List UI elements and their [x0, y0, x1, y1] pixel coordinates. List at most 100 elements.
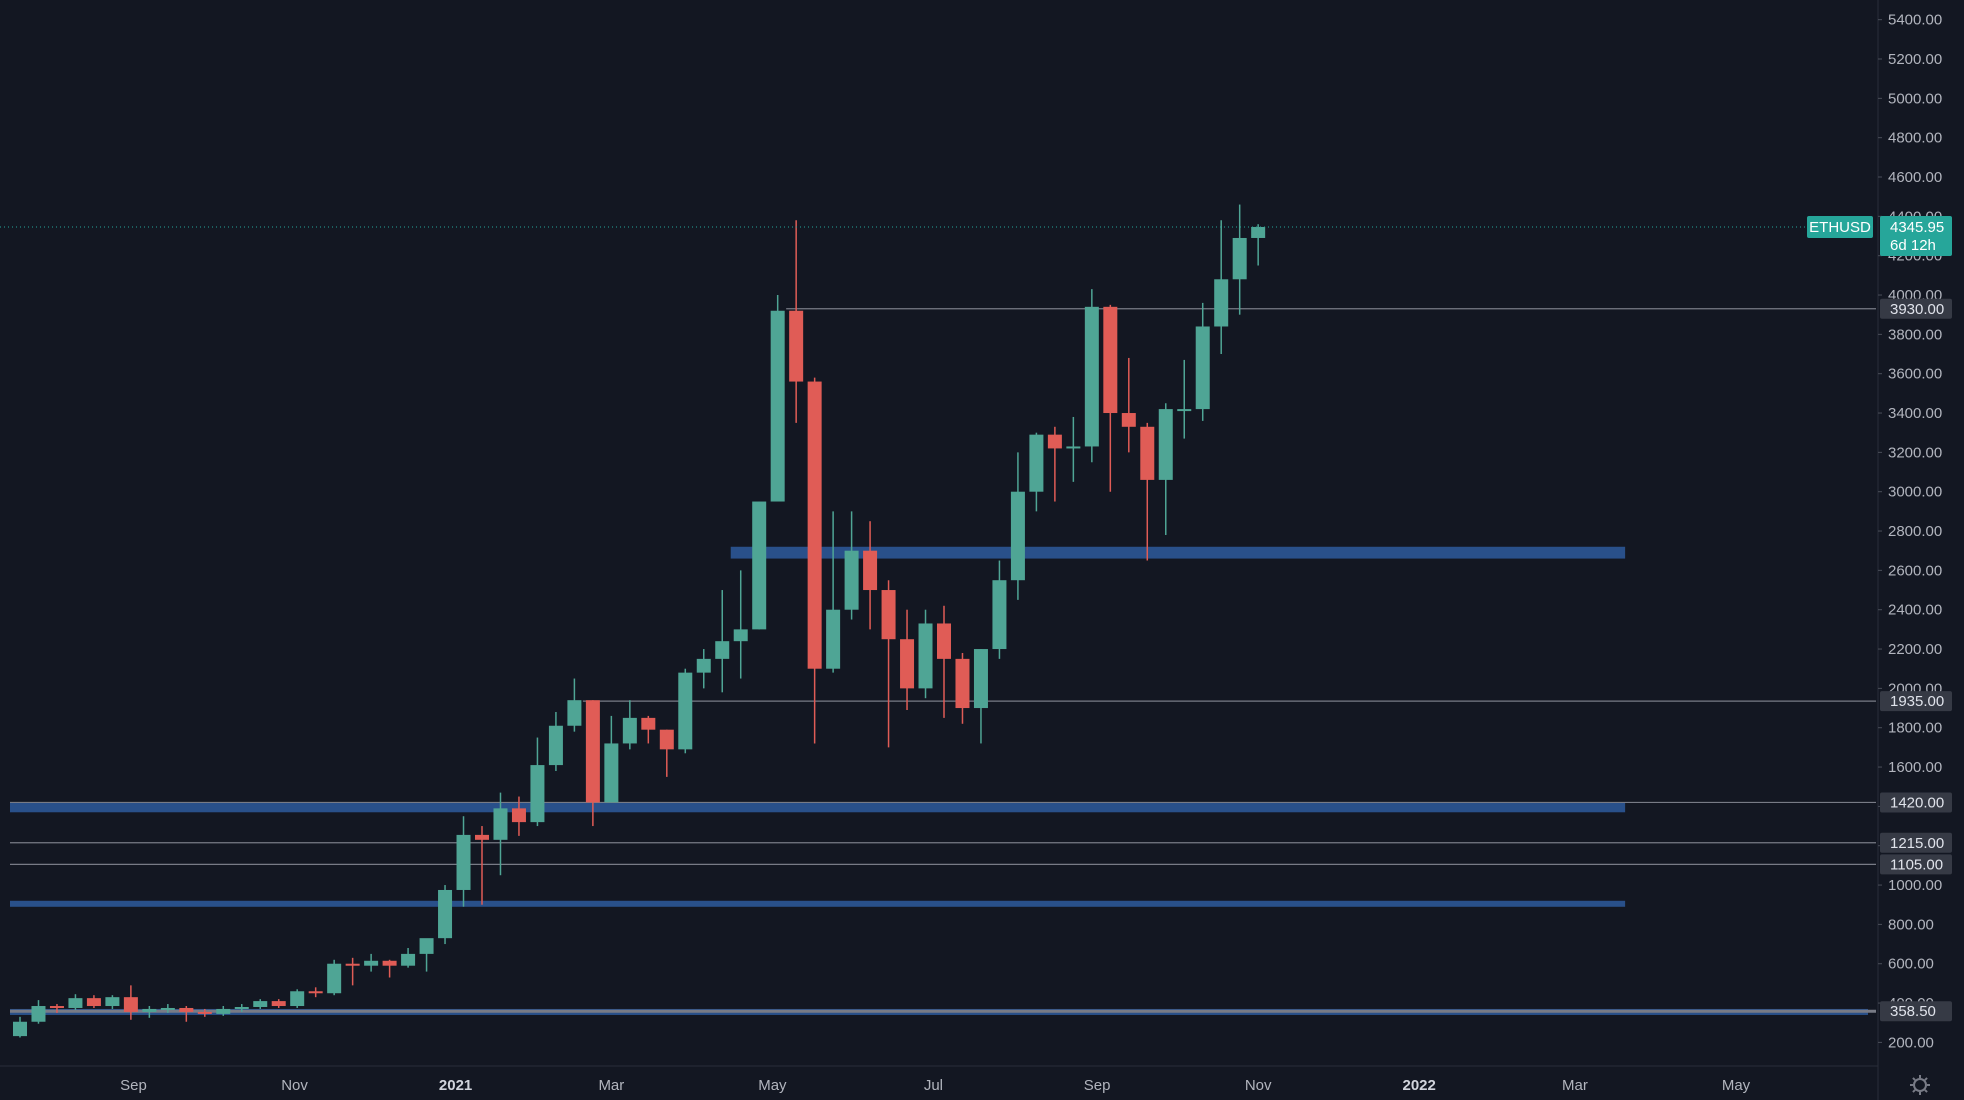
- level-tag-label: 1935.00: [1890, 693, 1944, 710]
- time-tick-label: 2022: [1403, 1077, 1436, 1094]
- candle[interactable]: [992, 560, 1007, 659]
- candle-body: [807, 381, 822, 669]
- candle[interactable]: [456, 816, 471, 907]
- candle[interactable]: [548, 711, 563, 771]
- candle[interactable]: [179, 1006, 194, 1022]
- candle[interactable]: [308, 987, 323, 998]
- candle[interactable]: [641, 715, 656, 744]
- price-tick-label: 3000.00: [1888, 484, 1942, 501]
- candle[interactable]: [1177, 359, 1192, 439]
- candle[interactable]: [826, 511, 841, 673]
- candle[interactable]: [105, 995, 120, 1009]
- candle[interactable]: [844, 511, 859, 620]
- candle[interactable]: [1121, 357, 1136, 453]
- support-zone: [10, 802, 1626, 813]
- candle[interactable]: [1103, 304, 1118, 492]
- candle[interactable]: [419, 938, 434, 972]
- candle-body: [86, 998, 101, 1007]
- candle[interactable]: [752, 501, 767, 630]
- candle[interactable]: [530, 737, 545, 827]
- price-tick-label: 3800.00: [1888, 326, 1942, 343]
- candle[interactable]: [1066, 416, 1081, 482]
- candle[interactable]: [271, 999, 286, 1008]
- candle-body: [1047, 434, 1062, 449]
- candle[interactable]: [973, 649, 988, 744]
- price-tick-label: 2200.00: [1888, 641, 1942, 658]
- candle[interactable]: [715, 590, 730, 693]
- candles[interactable]: [13, 204, 1266, 1038]
- candle[interactable]: [345, 957, 360, 986]
- candle[interactable]: [807, 377, 822, 744]
- candle[interactable]: [1029, 432, 1044, 512]
- candle[interactable]: [364, 953, 379, 972]
- candle-body: [308, 991, 323, 994]
- candle-body: [844, 550, 859, 610]
- candle[interactable]: [253, 999, 268, 1009]
- gear-icon-tooth: [1924, 1089, 1928, 1093]
- candle[interactable]: [123, 985, 138, 1020]
- candle[interactable]: [13, 1016, 27, 1038]
- candle[interactable]: [68, 994, 83, 1010]
- candle[interactable]: [1158, 403, 1173, 535]
- candle[interactable]: [918, 609, 933, 699]
- gear-icon[interactable]: [1910, 1075, 1930, 1095]
- candle[interactable]: [863, 521, 878, 630]
- level-price-tag: 1420.00: [1880, 792, 1952, 813]
- candle[interactable]: [1140, 422, 1155, 561]
- candle[interactable]: [678, 668, 693, 754]
- time-axis[interactable]: Sep Nov 2021 Mar May Jul Sep Nov 2022 Mar May: [0, 1065, 1878, 1094]
- candle[interactable]: [1251, 224, 1266, 266]
- candle[interactable]: [438, 885, 453, 945]
- candle-body: [1251, 226, 1266, 238]
- candle-body: [1121, 413, 1136, 427]
- candle-body: [1103, 306, 1118, 414]
- candle[interactable]: [1084, 289, 1099, 463]
- candle[interactable]: [1010, 452, 1025, 600]
- candle[interactable]: [197, 1008, 212, 1017]
- candle[interactable]: [1047, 426, 1062, 502]
- candle[interactable]: [382, 959, 397, 978]
- level-tag-background: [1880, 1001, 1952, 1022]
- level-tag-label: 358.50: [1890, 1003, 1936, 1020]
- candle[interactable]: [511, 796, 526, 836]
- candle[interactable]: [1232, 204, 1247, 315]
- candle-body: [382, 960, 397, 966]
- candle[interactable]: [900, 609, 915, 711]
- candle[interactable]: [493, 792, 508, 876]
- candle[interactable]: [881, 580, 896, 748]
- candle[interactable]: [327, 959, 342, 996]
- candle-body: [1232, 237, 1247, 280]
- candle[interactable]: [290, 989, 305, 1008]
- candle[interactable]: [622, 700, 637, 750]
- candle[interactable]: [49, 1004, 64, 1013]
- candle[interactable]: [585, 700, 600, 827]
- candle[interactable]: [696, 649, 711, 689]
- candle[interactable]: [475, 826, 489, 905]
- candle[interactable]: [770, 295, 785, 502]
- candle[interactable]: [937, 605, 951, 718]
- candle[interactable]: [401, 947, 416, 968]
- candle[interactable]: [567, 678, 582, 732]
- candle-body: [511, 808, 526, 823]
- price-tick-label: 1000.00: [1888, 877, 1942, 894]
- candle[interactable]: [160, 1004, 175, 1013]
- candle[interactable]: [659, 729, 674, 777]
- candle-body: [548, 725, 563, 766]
- candle[interactable]: [234, 1004, 249, 1012]
- candle[interactable]: [789, 220, 804, 423]
- candle-body: [659, 729, 674, 750]
- candle[interactable]: [1195, 302, 1210, 421]
- candle-body: [364, 960, 379, 966]
- candle[interactable]: [1214, 220, 1229, 355]
- candle[interactable]: [142, 1006, 157, 1018]
- candle[interactable]: [604, 715, 619, 803]
- candle[interactable]: [31, 1000, 46, 1024]
- candle[interactable]: [733, 570, 748, 679]
- gear-icon-tooth: [1912, 1077, 1916, 1081]
- candle-body: [123, 997, 138, 1012]
- candle[interactable]: [86, 995, 101, 1008]
- time-tick-label: Mar: [1562, 1077, 1588, 1094]
- candle[interactable]: [955, 652, 970, 724]
- candle[interactable]: [216, 1006, 231, 1016]
